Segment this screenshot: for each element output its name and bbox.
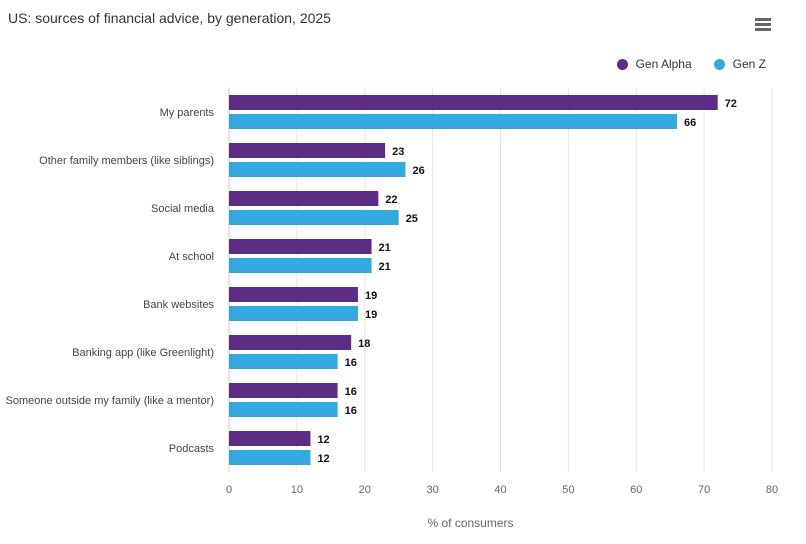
bar-gen-alpha — [229, 95, 718, 110]
data-label: 72 — [725, 98, 737, 110]
legend-label: Gen Z — [732, 57, 766, 71]
data-label: 18 — [358, 338, 370, 350]
legend: Gen Alpha Gen Z — [616, 57, 766, 71]
legend-dot-icon — [616, 58, 628, 70]
x-tick-label: 70 — [698, 484, 710, 496]
bar-gen-z — [229, 402, 338, 417]
category-label: Bank websites — [143, 299, 214, 311]
bar-gen-z — [229, 354, 338, 369]
data-label: 25 — [406, 213, 418, 225]
bar-gen-z — [229, 450, 311, 465]
data-label: 12 — [317, 434, 329, 446]
bar-gen-alpha — [229, 239, 372, 254]
legend-item-gen-alpha[interactable]: Gen Alpha — [616, 57, 692, 71]
data-label: 16 — [345, 405, 357, 417]
bar-gen-z — [229, 306, 358, 321]
bar-gen-z — [229, 114, 677, 129]
legend-dot-icon — [713, 58, 725, 70]
hamburger-menu-icon[interactable] — [755, 18, 771, 32]
bar-gen-alpha — [229, 287, 358, 302]
data-label: 21 — [379, 242, 391, 254]
chart-title: US: sources of financial advice, by gene… — [8, 10, 331, 26]
category-label: Social media — [151, 203, 215, 215]
x-tick-label: 10 — [291, 484, 303, 496]
x-tick-label: 80 — [766, 484, 778, 496]
category-label: Banking app (like Greenlight) — [72, 347, 214, 359]
legend-item-gen-z[interactable]: Gen Z — [713, 57, 766, 71]
bar-gen-alpha — [229, 191, 379, 206]
data-label: 66 — [684, 117, 696, 129]
bar-gen-alpha — [229, 431, 311, 446]
data-label: 16 — [345, 357, 357, 369]
bar-gen-z — [229, 162, 406, 177]
data-label: 12 — [317, 453, 329, 465]
bar-gen-alpha — [229, 335, 352, 350]
category-label: My parents — [160, 107, 215, 119]
x-tick-label: 0 — [226, 484, 232, 496]
x-tick-label: 40 — [494, 484, 506, 496]
data-label: 19 — [365, 309, 377, 321]
category-label: At school — [169, 251, 214, 263]
x-tick-label: 30 — [427, 484, 439, 496]
category-label: Other family members (like siblings) — [39, 155, 214, 167]
bar-gen-z — [229, 258, 372, 273]
data-label: 19 — [365, 290, 377, 302]
data-label: 16 — [345, 386, 357, 398]
data-label: 22 — [385, 194, 397, 206]
bar-gen-alpha — [229, 383, 338, 398]
data-label: 23 — [392, 146, 404, 158]
data-label: 21 — [379, 261, 391, 273]
x-tick-label: 50 — [562, 484, 574, 496]
bar-gen-z — [229, 210, 399, 225]
data-label: 26 — [412, 165, 424, 177]
legend-label: Gen Alpha — [635, 57, 692, 71]
x-tick-label: 20 — [359, 484, 371, 496]
x-tick-label: 60 — [630, 484, 642, 496]
category-label: Someone outside my family (like a mentor… — [6, 395, 214, 407]
category-label: Podcasts — [169, 443, 215, 455]
bar-gen-alpha — [229, 143, 386, 158]
x-axis-title: % of consumers — [427, 516, 513, 530]
